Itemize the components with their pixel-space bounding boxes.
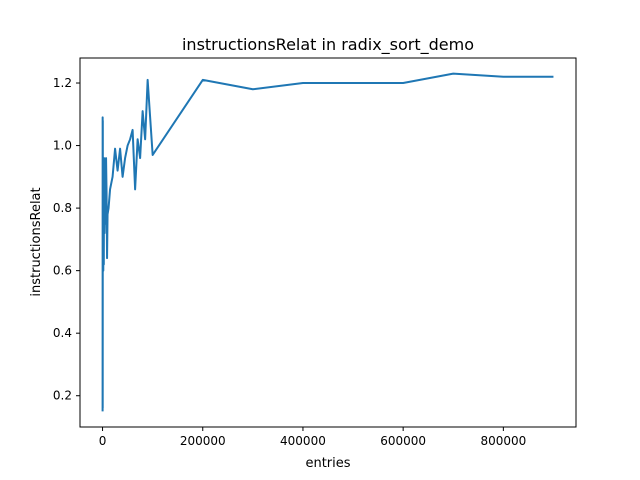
axes-frame [79, 57, 577, 428]
x-tick-label: 0 [99, 434, 107, 448]
x-axis-label: entries [305, 456, 350, 471]
x-tick-label: 800000 [480, 434, 526, 448]
y-tick-label: 0.2 [53, 389, 72, 403]
y-tick-label: 0.4 [53, 326, 72, 340]
series-line [101, 72, 554, 412]
y-tick-label: 1.0 [53, 139, 72, 153]
x-tick-label: 600000 [380, 434, 426, 448]
chart-title: instructionsRelat in radix_sort_demo [182, 35, 474, 55]
plot-area [101, 72, 554, 412]
x-tick-label: 400000 [280, 434, 326, 448]
y-tick-label: 0.6 [53, 264, 72, 278]
y-tick-label: 0.8 [53, 201, 72, 215]
y-axis: 0.2 0.4 0.6 0.8 1.0 1.2 [53, 76, 80, 403]
y-axis-label: instructionsRelat [29, 187, 44, 296]
y-tick-label: 1.2 [53, 76, 72, 90]
x-axis: 0 200000 400000 600000 800000 [99, 427, 526, 448]
x-tick-label: 200000 [180, 434, 226, 448]
